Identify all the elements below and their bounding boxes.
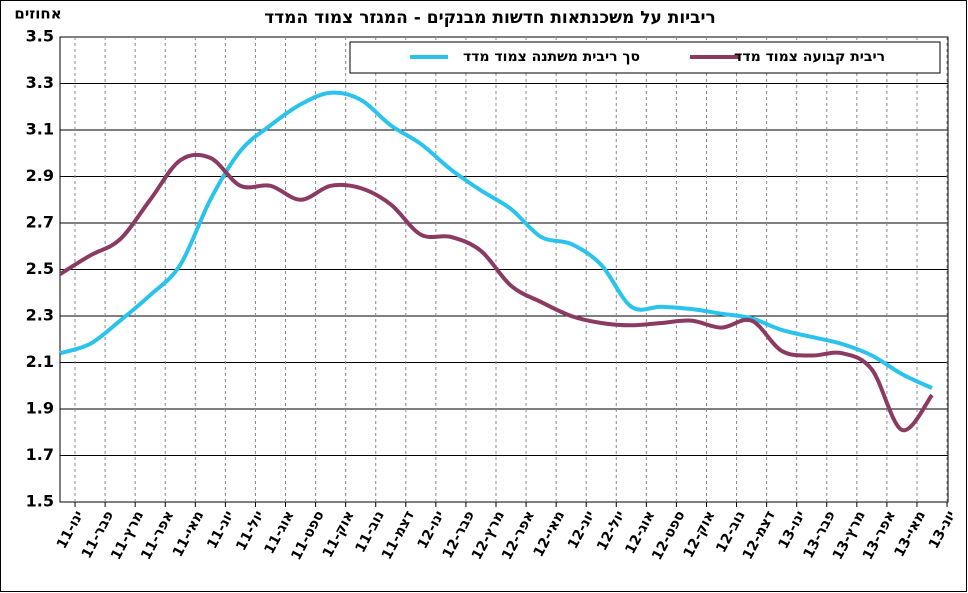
series-line — [58, 152, 934, 432]
y-tick-label: 1.5 — [26, 492, 54, 511]
y-tick-label: 1.7 — [26, 445, 54, 464]
legend-label: ריבית קבועה צמוד מדד — [734, 49, 885, 65]
y-tick-label: 2.5 — [26, 259, 54, 278]
legend-items: סך ריבית משתנה צמוד מדד ריבית קבועה צמוד … — [410, 49, 885, 65]
grid — [60, 36, 948, 503]
y-tick-label: 3.3 — [26, 73, 54, 92]
legend — [349, 41, 941, 74]
chart-title: ריביות על משכנתאות חדשות מבנקים - המגזר … — [264, 8, 716, 28]
y-tick-label: 3.1 — [26, 120, 54, 139]
series-line — [59, 90, 933, 390]
y-axis-label: אחוזים — [14, 5, 61, 23]
y-tick-label: 2.9 — [26, 166, 54, 185]
legend-label: סך ריבית משתנה צמוד מדד — [463, 49, 640, 65]
lines — [58, 90, 934, 432]
y-tick-label: 3.5 — [26, 27, 54, 46]
y-tick-label: 2.3 — [26, 306, 54, 325]
y-tick-label: 2.7 — [26, 213, 54, 232]
y-tick-label: 2.1 — [26, 352, 54, 371]
y-tick-label: 1.9 — [26, 399, 54, 418]
